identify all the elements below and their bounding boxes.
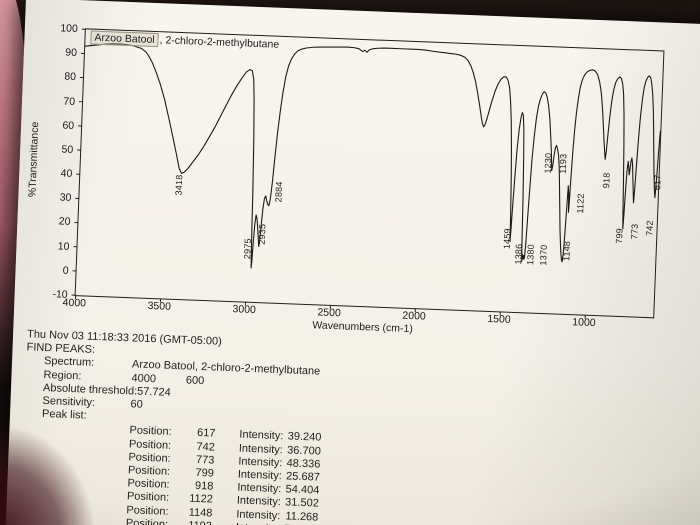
y-tick-label: 30 bbox=[59, 191, 72, 205]
position-value: 742 bbox=[196, 440, 216, 454]
spectrum-canvas bbox=[71, 28, 661, 319]
peak-label-2975: 2975 bbox=[242, 237, 254, 260]
y-tick-label: 100 bbox=[60, 22, 79, 36]
y-tick-label: 40 bbox=[60, 167, 73, 180]
ir-spectrum-chart: %Transmittance Arzoo Batool, 2-chloro-2-… bbox=[26, 22, 665, 344]
intensity-value: 54.404 bbox=[285, 483, 320, 497]
find-peaks-report: Thu Nov 03 11:18:33 2016 (GMT-05:00) FIN… bbox=[20, 328, 700, 525]
spectrum-line bbox=[84, 43, 661, 269]
peak-label-1230: 1230 bbox=[542, 152, 554, 174]
chart-title-name: Arzoo Batool bbox=[90, 30, 159, 48]
intensity-value: 31.502 bbox=[284, 496, 320, 511]
peak-label-1370: 1370 bbox=[538, 244, 550, 266]
y-tick-label: 90 bbox=[65, 46, 78, 60]
peak-label-617: 617 bbox=[652, 173, 663, 190]
field-value-2: 600 bbox=[185, 374, 205, 387]
x-tick-label: 1500 bbox=[487, 312, 511, 326]
y-tick-label: 60 bbox=[62, 119, 75, 132]
x-tick-label: 1000 bbox=[572, 316, 596, 330]
intensity-value: 48.336 bbox=[286, 457, 321, 471]
peak-label-742: 742 bbox=[644, 219, 655, 236]
x-tick-label: 2000 bbox=[402, 309, 426, 323]
peak-label-1148: 1148 bbox=[561, 240, 572, 262]
peak-label-918: 918 bbox=[601, 171, 612, 188]
y-axis-ticks: 100 90 80 70 60 50 40 30 20 10 0 -10 bbox=[38, 22, 82, 300]
y-tick-label: 0 bbox=[62, 264, 69, 277]
y-tick-label: 10 bbox=[57, 240, 70, 253]
position-value: 617 bbox=[196, 427, 216, 441]
peak-label-1459: 1459 bbox=[501, 228, 513, 250]
peak-label-773: 773 bbox=[628, 223, 640, 240]
corner-shadow bbox=[0, 428, 94, 525]
x-tick-label: 3000 bbox=[232, 303, 257, 317]
position-value: 799 bbox=[195, 466, 215, 480]
peak-label-1122: 1122 bbox=[575, 192, 587, 214]
peak-label-1193: 1193 bbox=[557, 153, 569, 175]
peak-label-3418: 3418 bbox=[173, 174, 185, 196]
y-axis-title: %Transmittance bbox=[26, 121, 42, 198]
peak-label-2884: 2884 bbox=[273, 180, 284, 203]
intensity-value: 36.700 bbox=[286, 443, 322, 458]
position-value: 773 bbox=[195, 453, 215, 467]
intensity-value: 11.268 bbox=[285, 509, 319, 524]
x-tick-label: 4000 bbox=[62, 296, 87, 310]
position-label: Position: bbox=[125, 517, 169, 525]
field-value: 60 bbox=[130, 398, 143, 411]
x-tick-label: 2500 bbox=[317, 306, 342, 320]
peak-label-1386: 1386 bbox=[513, 243, 525, 265]
intensity-value: 39.240 bbox=[287, 430, 322, 445]
y-tick-label: 80 bbox=[64, 70, 77, 84]
y-tick-label: 20 bbox=[58, 215, 71, 229]
position-value: 1193 bbox=[176, 519, 212, 525]
peak-label-1380: 1380 bbox=[525, 243, 537, 266]
intensity-value: 25.687 bbox=[285, 470, 321, 484]
plot-area: Arzoo Batool, 2-chloro-2-methylbutane 10… bbox=[52, 22, 665, 319]
position-value: 1122 bbox=[188, 493, 214, 506]
y-tick-label: 70 bbox=[63, 95, 76, 108]
field-value: 57.724 bbox=[136, 385, 172, 399]
position-value: 1148 bbox=[188, 506, 213, 520]
position-value: 918 bbox=[194, 480, 214, 493]
peak-label-2935: 2935 bbox=[256, 223, 268, 246]
peak-labels: 3418 2975 2935 2884 1459 1386 1380 1370 1230 1193… bbox=[76, 29, 664, 317]
field-value: 4000 bbox=[131, 371, 157, 385]
y-tick-label: 50 bbox=[61, 143, 74, 156]
peak-label-799: 799 bbox=[614, 228, 625, 245]
x-tick-label: 3500 bbox=[147, 299, 172, 313]
